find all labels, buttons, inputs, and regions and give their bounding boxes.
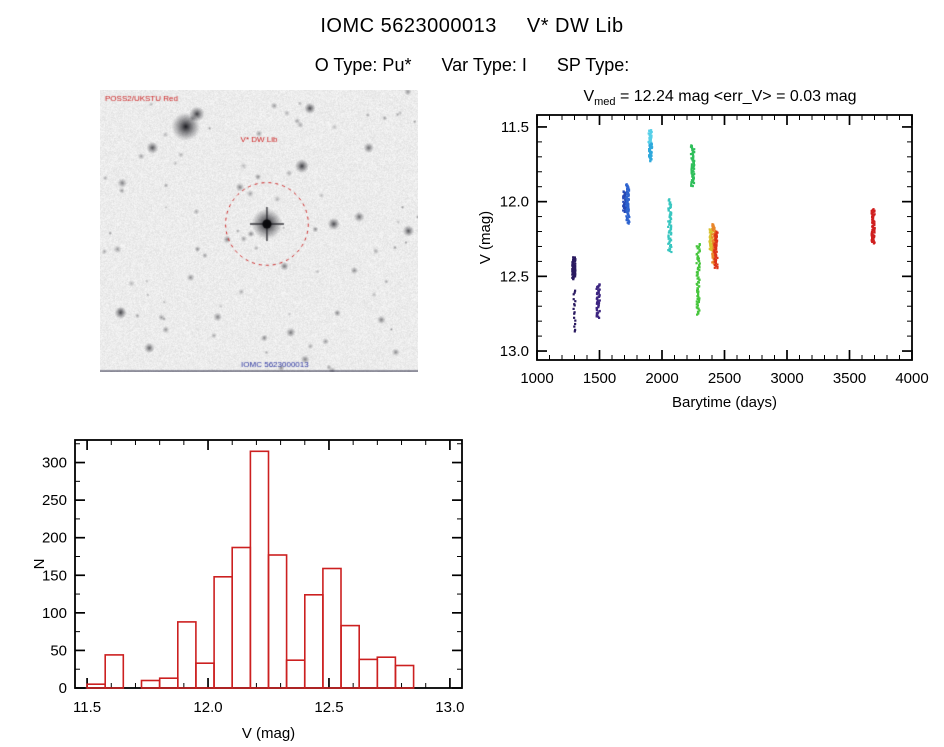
lightcurve-title-v: V	[583, 88, 595, 105]
hist-bar	[158, 677, 179, 689]
lc-plot-frame	[536, 114, 913, 361]
hist-bar	[303, 594, 324, 689]
lc-data-points	[571, 129, 876, 333]
hist-bar	[140, 679, 161, 689]
hist-bars	[86, 450, 415, 689]
hist-bar	[285, 659, 306, 689]
lc-y-tick-label: 13.0	[500, 343, 529, 360]
lc-xlabel: Barytime (days)	[672, 394, 777, 411]
lightcurve-title-rest: = 12.24 mag <err_V> = 0.03 mag	[615, 88, 857, 105]
lightcurve-title-sub: med	[594, 96, 616, 109]
lc-x-tick-label: 2500	[708, 370, 741, 387]
hist-x-tick-label: 12.5	[314, 699, 343, 716]
histogram-plot: 11.5 12.0 12.5 13.0 0 50 100 150 200 250 300 V (mag…	[31, 439, 465, 742]
lc-y-tick-label: 12.5	[500, 268, 529, 285]
hist-y-tick-label: 300	[42, 455, 67, 472]
object-type-label: O Type: Pu*	[314, 55, 412, 75]
hist-bar	[322, 567, 342, 689]
lc-x-tick-label: 3000	[770, 370, 803, 387]
hist-y-tick-label: 100	[42, 605, 67, 622]
hist-bar	[249, 450, 270, 689]
page-title-id: IOMC 5623000013	[320, 15, 497, 37]
hist-y-tick-label: 0	[59, 680, 67, 697]
hist-bar	[394, 664, 415, 689]
page-subtitle: O Type: Pu* Var Type: I SP Type:	[0, 55, 944, 76]
lightcurve-axes: 1000 1500 2000 2500 3000 3500 4000 11.5 12.0 12.5…	[500, 115, 929, 387]
hist-bar	[358, 658, 379, 689]
lc-y-tick-label: 11.5	[501, 119, 529, 136]
page-title-star-name: V* DW Lib	[526, 15, 624, 37]
hist-x-tick-label: 12.0	[193, 699, 222, 716]
hist-x-tick-label: 13.0	[435, 699, 464, 716]
hist-y-tick-label: 250	[42, 492, 67, 509]
hist-y-tick-label: 50	[50, 642, 67, 659]
lightcurve-title: Vmed = 12.24 mag <err_V> = 0.03 mag	[500, 88, 940, 108]
hist-bar	[231, 546, 252, 689]
histogram-axes: 11.5 12.0 12.5 13.0 0 50 100 150 200 250 300	[42, 440, 465, 716]
lc-y-tick-label: 12.0	[500, 194, 529, 211]
lc-x-tick-label: 2000	[645, 370, 678, 387]
hist-ylabel: N	[31, 559, 48, 570]
lc-ylabel: V (mag)	[477, 211, 494, 264]
hist-bar	[104, 654, 125, 689]
hist-x-tick-label: 11.5	[73, 699, 101, 716]
lc-x-tick-label: 1500	[583, 370, 616, 387]
hist-xlabel: V (mag)	[242, 725, 295, 742]
variability-type-label: Var Type: I	[441, 55, 527, 75]
page-title: IOMC 5623000013 V* DW Lib	[0, 15, 944, 38]
hist-bar	[340, 624, 361, 689]
spectral-type-label: SP Type:	[556, 55, 630, 75]
hist-bar	[86, 683, 106, 689]
hist-y-tick-label: 150	[42, 567, 67, 584]
lc-x-tick-label: 4000	[895, 370, 928, 387]
hist-bar	[213, 576, 234, 689]
lc-x-tick-label: 1000	[520, 370, 553, 387]
hist-y-tick-label: 200	[42, 530, 67, 547]
finder-chart-image	[100, 90, 418, 372]
hist-bar	[177, 621, 197, 689]
hist-bar	[267, 554, 288, 689]
lc-x-tick-label: 3500	[833, 370, 866, 387]
hist-bar	[376, 656, 397, 689]
hist-bar	[195, 662, 215, 689]
lightcurve-plot: 1000 1500 2000 2500 3000 3500 4000 11.5 12.0 12.5…	[477, 114, 929, 411]
